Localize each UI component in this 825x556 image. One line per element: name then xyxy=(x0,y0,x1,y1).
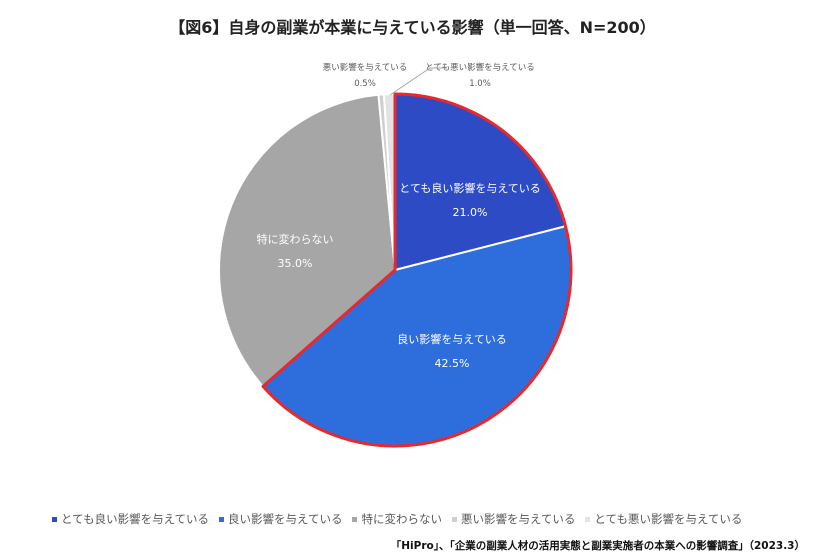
slice-value-label: 42.5% xyxy=(435,357,470,370)
legend-item: 良い影響を与えている xyxy=(219,511,342,527)
slice-label: 良い影響を与えている xyxy=(397,332,506,346)
slice-label: 特に変わらない xyxy=(257,232,334,246)
legend-item: とても良い影響を与えている xyxy=(52,511,209,527)
legend-label: 悪い影響を与えている xyxy=(460,512,576,526)
legend-swatch xyxy=(219,517,225,522)
legend-swatch xyxy=(352,517,358,522)
chart-title: 【図6】自身の副業が本業に与えている影響（単一回答、N=200） xyxy=(169,18,656,37)
slice-value-label: 1.0% xyxy=(469,79,491,89)
legend-item: 悪い影響を与えている xyxy=(451,511,576,527)
legend-label: とても良い影響を与えている xyxy=(61,512,210,526)
legend-label: 特に変わらない xyxy=(361,512,442,526)
pie-slice xyxy=(218,93,397,388)
legend-swatch xyxy=(585,517,591,522)
slice-value-label: 35.0% xyxy=(278,257,313,270)
source-note: 「HiPro」、「企業の副業人材の活用実態と副業実施者の本業への影響調査」（20… xyxy=(390,540,805,552)
leader-line xyxy=(389,67,447,96)
highlight-outline xyxy=(261,92,573,448)
slice-label: とても悪い影響を与えている xyxy=(425,62,534,73)
legend-swatch xyxy=(52,517,57,522)
legend-item: とても悪い影響を与えている xyxy=(585,511,742,527)
slice-value-label: 21.0% xyxy=(453,206,488,219)
legend-label: とても悪い影響を与えている xyxy=(594,512,743,526)
slice-label: 悪い影響を与えている xyxy=(323,62,408,73)
slice-label: とても良い影響を与えている xyxy=(399,181,541,195)
legend: とても良い影響を与えている 良い影響を与えている 特に変わらない 悪い影響を与えている… xyxy=(52,511,742,527)
legend-label: 良い影響を与えている xyxy=(228,512,343,526)
slice-value-label: 0.5% xyxy=(354,79,376,89)
legend-item: 特に変わらない xyxy=(352,511,442,527)
legend-swatch xyxy=(451,517,457,522)
